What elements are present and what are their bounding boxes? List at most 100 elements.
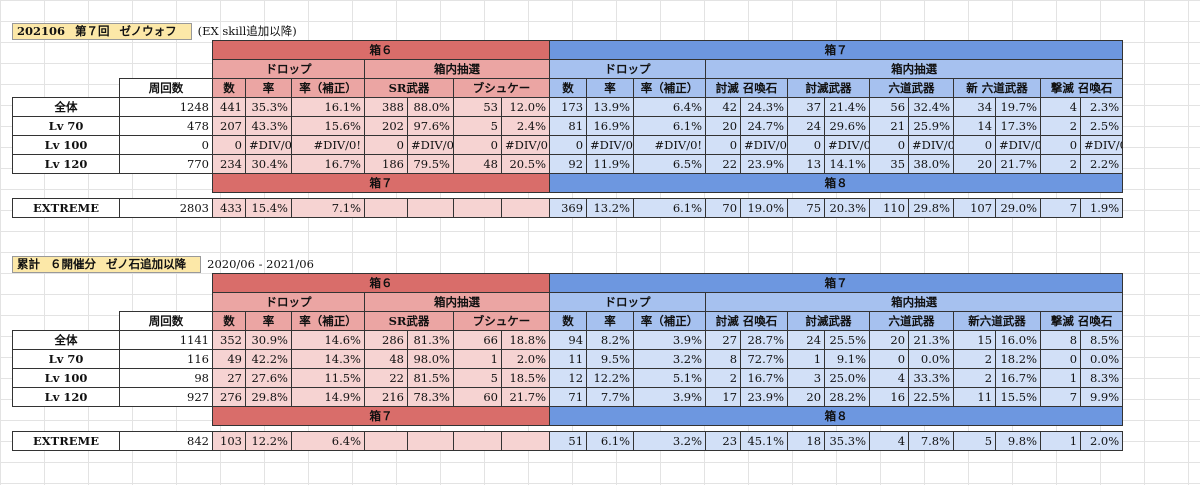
sub-header-lottery-b[interactable]: 箱内抽選 <box>705 59 1124 79</box>
cell-box-a[interactable] <box>500 198 551 218</box>
cell-box-b[interactable]: 1.9% <box>1080 198 1124 218</box>
col-item-4[interactable]: 討滅武器 <box>787 311 871 331</box>
cell-box-a[interactable]: 234 <box>212 154 246 174</box>
col-sr-weapon[interactable]: SR武器 <box>364 78 454 98</box>
cell-box-b[interactable]: 5.1% <box>633 368 707 388</box>
col-rate-a[interactable]: 率 <box>245 78 292 98</box>
cell-box-b[interactable]: 2.3% <box>1080 97 1124 117</box>
cell-box-b[interactable]: 24.7% <box>740 116 789 136</box>
cell-box-b[interactable]: 15.5% <box>995 387 1042 407</box>
cell-box-a[interactable]: 79.5% <box>407 154 454 174</box>
cell-box-b[interactable]: 29.6% <box>824 116 871 136</box>
cell-box-b[interactable]: 75 <box>787 198 826 218</box>
cell-box-b[interactable]: 24 <box>787 116 826 136</box>
cell-box-a[interactable]: 22 <box>364 368 408 388</box>
cell-box-a[interactable]: 49 <box>212 349 246 369</box>
cell-box-b[interactable]: 72.7% <box>740 349 789 369</box>
sub-header-lottery-a[interactable]: 箱内抽選 <box>363 59 551 79</box>
cell-box-a[interactable]: 433 <box>212 198 246 218</box>
box-header-b[interactable]: 箱７ <box>549 273 1124 293</box>
cell-box-b[interactable]: 18.2% <box>995 349 1042 369</box>
cell-box-a[interactable]: 202 <box>364 116 408 136</box>
cell-box-b[interactable]: 13.2% <box>586 198 635 218</box>
cell-box-b[interactable]: 2 <box>953 349 997 369</box>
cell-box-a[interactable] <box>453 198 502 218</box>
cell-box-b[interactable]: 173 <box>549 97 588 117</box>
cell-box-a[interactable]: 0 <box>453 135 502 155</box>
cell-box-a[interactable]: 2.0% <box>500 349 551 369</box>
cell-box-b[interactable]: 23 <box>705 431 742 451</box>
cell-box-a[interactable] <box>407 431 454 451</box>
cell-box-b[interactable]: 9.1% <box>824 349 871 369</box>
cell-box-a[interactable]: 0 <box>364 135 408 155</box>
col-rate-adj-a[interactable]: 率（補正） <box>291 311 365 331</box>
cell-box-b[interactable]: 6.1% <box>633 198 707 218</box>
col-rate-adj-a[interactable]: 率（補正） <box>291 78 365 98</box>
cell-box-b[interactable]: 1 <box>1040 368 1082 388</box>
cell-box-a[interactable]: 48 <box>364 349 408 369</box>
col-item-6[interactable]: 新 六道武器 <box>953 78 1042 98</box>
cell-box-a[interactable]: 27 <box>212 368 246 388</box>
cell-box-b[interactable]: #DIV/0! <box>633 135 707 155</box>
col-item-3[interactable]: 討滅 召喚石 <box>705 78 789 98</box>
cell-box-b[interactable]: 369 <box>549 198 588 218</box>
box-header-b[interactable]: 箱７ <box>549 40 1124 60</box>
runs-cell[interactable]: 478 <box>119 116 213 136</box>
runs-cell[interactable]: 1248 <box>119 97 213 117</box>
cell-box-b[interactable]: 20 <box>869 330 910 350</box>
col-bushuke[interactable]: ブシュケー <box>452 311 551 331</box>
cell-box-a[interactable]: 12.2% <box>245 431 292 451</box>
cell-box-b[interactable]: 24.3% <box>740 97 789 117</box>
cell-box-b[interactable]: 11 <box>953 387 997 407</box>
cell-box-a[interactable]: 5 <box>453 116 502 136</box>
cell-box-b[interactable]: 25.0% <box>824 368 871 388</box>
cell-box-a[interactable]: #DIV/0! <box>407 135 454 155</box>
cell-box-a[interactable]: 27.6% <box>245 368 292 388</box>
box-header-a[interactable]: 箱６ <box>211 40 551 60</box>
cell-box-b[interactable]: 22.5% <box>908 387 955 407</box>
cell-box-a[interactable]: 98.0% <box>407 349 454 369</box>
col-item-5[interactable]: 六道武器 <box>869 311 955 331</box>
cell-box-b[interactable]: 2 <box>1040 116 1082 136</box>
row-label[interactable]: Lv 100 <box>12 368 120 388</box>
cell-box-b[interactable]: 25.5% <box>824 330 871 350</box>
cell-box-a[interactable]: 14.9% <box>291 387 365 407</box>
cell-box-a[interactable]: 66 <box>453 330 502 350</box>
cell-box-a[interactable]: 5 <box>453 368 502 388</box>
cell-box-b[interactable]: 14 <box>953 116 997 136</box>
cell-box-b[interactable]: 11.9% <box>586 154 635 174</box>
row-label[interactable]: 全体 <box>12 97 120 117</box>
sub-header-drop-b[interactable]: ドロップ <box>549 292 707 312</box>
cell-box-a[interactable]: 15.4% <box>245 198 292 218</box>
cell-box-b[interactable]: 56 <box>869 97 910 117</box>
cell-box-b[interactable]: 2 <box>1040 154 1082 174</box>
blank-cell[interactable] <box>13 407 213 426</box>
runs-cell[interactable]: 927 <box>119 387 213 407</box>
cell-box-b[interactable]: 19.0% <box>740 198 789 218</box>
cell-box-b[interactable]: 0 <box>1040 135 1082 155</box>
cell-box-a[interactable]: 216 <box>364 387 408 407</box>
cell-box-b[interactable]: 3.9% <box>633 330 707 350</box>
col-rate-a[interactable]: 率 <box>245 311 292 331</box>
cell-box-b[interactable]: 6.4% <box>633 97 707 117</box>
cell-box-b[interactable]: 35.3% <box>824 431 871 451</box>
blank-cell[interactable] <box>13 174 213 193</box>
col-bushuke[interactable]: ブシュケー <box>452 78 551 98</box>
cell-box-a[interactable]: 16.7% <box>291 154 365 174</box>
row-label[interactable]: Lv 120 <box>12 154 120 174</box>
cell-box-b[interactable]: 19.7% <box>995 97 1042 117</box>
box-header-d[interactable]: 箱８ <box>549 173 1124 193</box>
runs-cell[interactable]: 116 <box>119 349 213 369</box>
cell-box-b[interactable]: 29.0% <box>995 198 1042 218</box>
cell-box-a[interactable]: 35.3% <box>245 97 292 117</box>
runs-cell[interactable]: 0 <box>119 135 213 155</box>
cell-box-b[interactable]: 8.3% <box>1080 368 1124 388</box>
cell-box-a[interactable]: 7.1% <box>291 198 365 218</box>
cell-box-b[interactable]: 9.5% <box>586 349 635 369</box>
col-count-a[interactable]: 数 <box>212 78 246 98</box>
cell-box-a[interactable]: 12.0% <box>500 97 551 117</box>
cell-box-a[interactable]: 18.8% <box>500 330 551 350</box>
col-rate-b[interactable]: 率 <box>586 311 635 331</box>
cell-box-a[interactable]: 15.6% <box>291 116 365 136</box>
cell-box-b[interactable]: 7 <box>1040 387 1082 407</box>
